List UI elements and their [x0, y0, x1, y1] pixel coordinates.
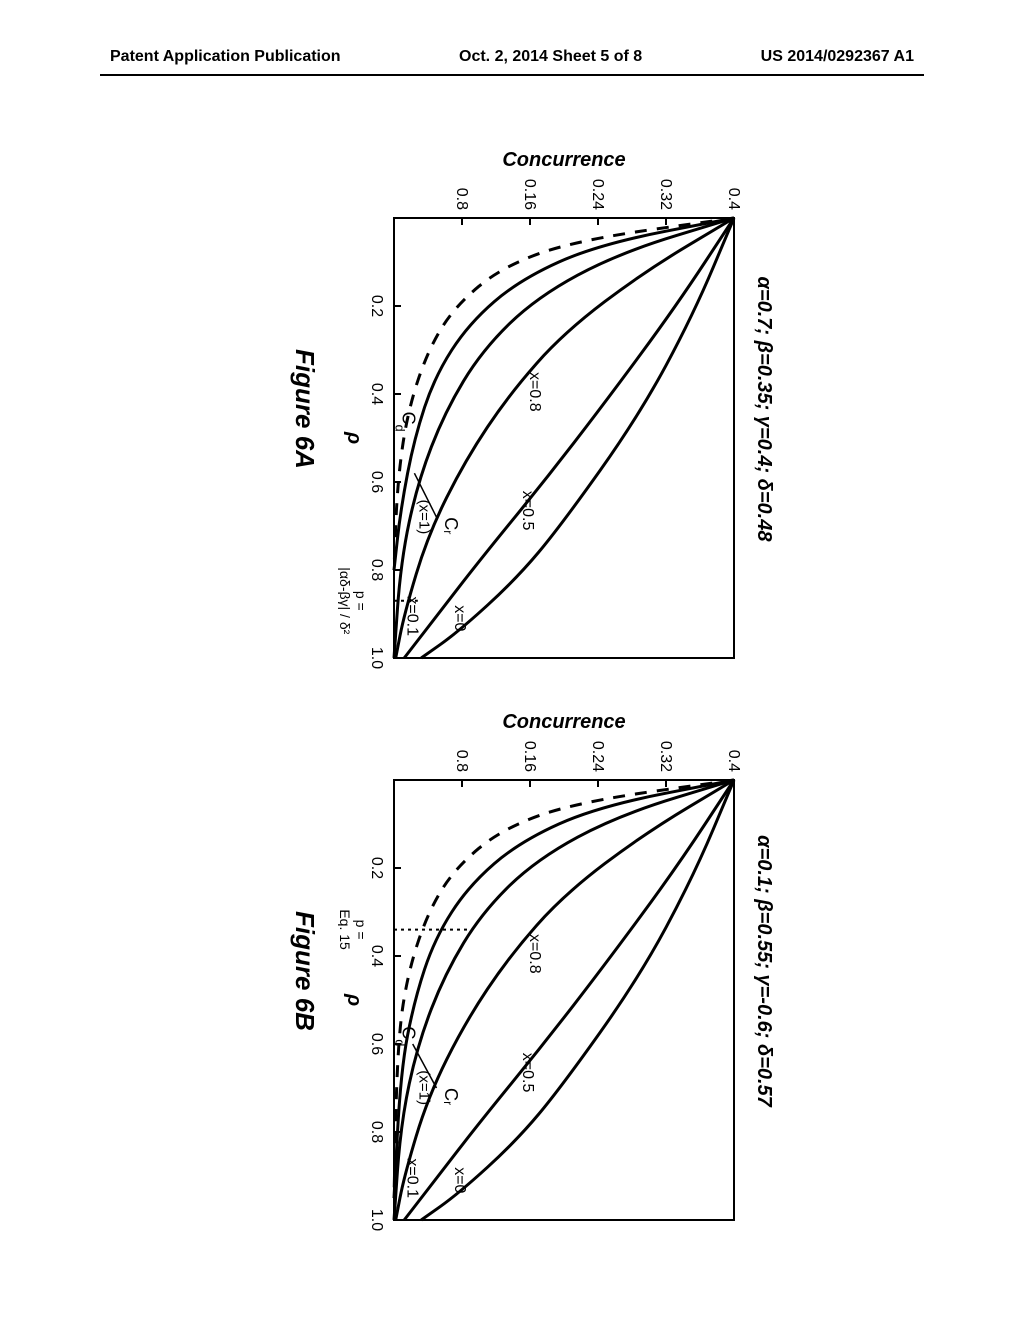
svg-text:0.8: 0.8 — [453, 188, 470, 210]
curve-x=0.1 — [404, 780, 734, 1220]
svg-text:0.8: 0.8 — [453, 750, 470, 772]
curve-Cd — [394, 780, 734, 1198]
header-rule — [100, 74, 924, 76]
panel-caption: Figure 6A — [289, 349, 320, 469]
figure-area: α=0.7; β=0.35; γ=0.4; δ=0.480.20.40.60.8… — [0, 308, 1024, 1072]
svg-text:Concurrence: Concurrence — [502, 711, 625, 733]
header-center: Oct. 2, 2014 Sheet 5 of 8 — [459, 48, 642, 66]
svg-text:0.4: 0.4 — [725, 188, 742, 210]
svg-text:0.2: 0.2 — [368, 857, 385, 879]
panel-caption: Figure 6B — [289, 911, 320, 1031]
inplot-label: x=0.1 — [404, 1158, 421, 1198]
svg-text:0.16: 0.16 — [521, 179, 538, 210]
svg-text:ρ: ρ — [343, 993, 365, 1006]
inplot-label: x=0.5 — [519, 491, 536, 531]
curve-Cr_x1 — [394, 780, 734, 1198]
page-header: Patent Application Publication Oct. 2, 2… — [0, 48, 1024, 66]
svg-text:0.32: 0.32 — [657, 741, 674, 772]
svg-text:1.0: 1.0 — [368, 1209, 385, 1231]
chart-svg: 0.2 0.4 0.6 0.8 1.0 0.8 0.16 0.24 0.32 0.4 ρ Concur… — [338, 148, 746, 670]
header-left: Patent Application Publication — [110, 48, 341, 66]
inplot-label: Cᵣ — [441, 1088, 461, 1105]
svg-text:0.16: 0.16 — [521, 741, 538, 772]
svg-text:0.6: 0.6 — [368, 471, 385, 493]
svg-text:0.4: 0.4 — [368, 945, 385, 967]
svg-text:p =: p = — [353, 591, 369, 611]
inplot-label: Cd — [393, 1026, 419, 1046]
inplot-label: Cᵣ — [441, 517, 461, 534]
svg-text:1.0: 1.0 — [368, 647, 385, 669]
svg-text:0.24: 0.24 — [589, 179, 606, 210]
chart-svg: 0.2 0.4 0.6 0.8 1.0 0.8 0.16 0.24 0.32 0.4 ρ Concur… — [338, 710, 746, 1232]
panel-title: α=0.1; β=0.55; γ=-0.6; δ=0.57 — [752, 835, 775, 1107]
svg-text:0.8: 0.8 — [368, 559, 385, 581]
curve-x=0.8 — [394, 780, 734, 1220]
inplot-label: (x=1) — [416, 500, 433, 535]
inplot-label: x=0 — [451, 1167, 468, 1193]
svg-text:0.6: 0.6 — [368, 1033, 385, 1055]
inplot-label: x=0.5 — [519, 1053, 536, 1093]
header-right: US 2014/0292367 A1 — [761, 48, 914, 66]
svg-text:0.8: 0.8 — [368, 1121, 385, 1143]
panel-title: α=0.7; β=0.35; γ=0.4; δ=0.48 — [752, 277, 775, 542]
curve-x=0.1 — [404, 218, 734, 658]
svg-text:|αδ-βγ| / δ²: |αδ-βγ| / δ² — [338, 567, 353, 634]
svg-text:Eq. 15: Eq. 15 — [338, 909, 353, 950]
figure-row: α=0.7; β=0.35; γ=0.4; δ=0.48 0.2 0.4 0.6 0.8… — [152, 150, 912, 1230]
inplot-label: x=0 — [451, 605, 468, 631]
inplot-label: Cd — [393, 412, 419, 432]
panel-A: α=0.7; β=0.35; γ=0.4; δ=0.48 0.2 0.4 0.6 0.8… — [289, 148, 775, 670]
inplot-label: x=0.1 — [404, 596, 421, 636]
svg-text:0.4: 0.4 — [725, 750, 742, 772]
inplot-label: x=0.8 — [526, 934, 543, 974]
svg-text:0.2: 0.2 — [368, 295, 385, 317]
inplot-label: (x=1) — [416, 1070, 433, 1105]
svg-text:p =: p = — [353, 920, 369, 940]
panel-B: α=0.1; β=0.55; γ=-0.6; δ=0.570.20.40.60.… — [289, 710, 775, 1232]
svg-text:0.32: 0.32 — [657, 179, 674, 210]
svg-text:0.24: 0.24 — [589, 741, 606, 772]
svg-text:0.4: 0.4 — [368, 383, 385, 405]
svg-text:ρ: ρ — [343, 431, 365, 444]
inplot-label: x=0.8 — [526, 372, 543, 412]
svg-text:Concurrence: Concurrence — [502, 149, 625, 171]
curve-x=0.8 — [394, 218, 734, 658]
